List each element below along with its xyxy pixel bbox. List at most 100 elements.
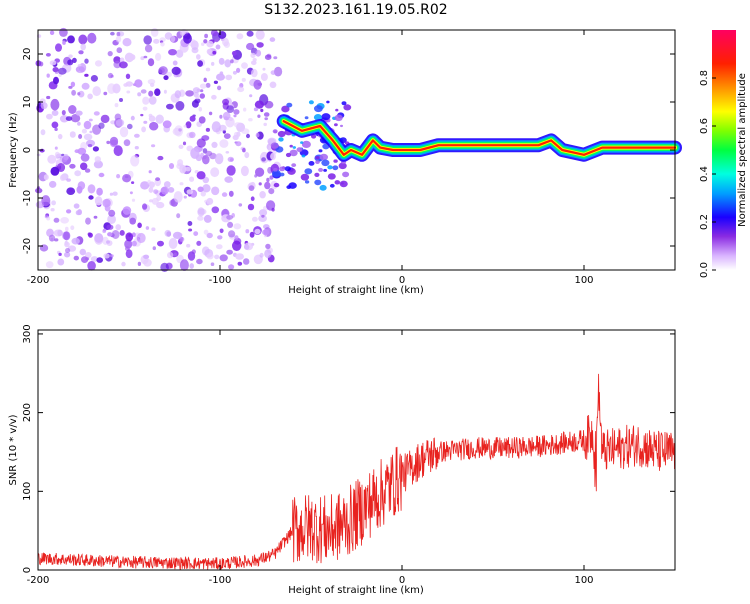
spectrogram-transition-blob [338, 162, 347, 170]
colorbar-gradient [712, 30, 736, 270]
snr-y-tick-label: 300 [22, 324, 33, 343]
spectrogram-noise-blob [121, 261, 126, 267]
spectrogram-noise-blob [68, 54, 73, 58]
spectrogram-noise-blob [213, 80, 218, 85]
spectrogram-noise-blob [202, 176, 210, 184]
spectrogram-noise-blob [256, 42, 264, 48]
spectrogram-y-ticks: -20 -10 0 10 20 [22, 48, 675, 254]
spectrogram-noise-blob [143, 258, 152, 267]
spectrogram-noise-blob [258, 214, 267, 222]
colorbar-tick-label: 0.0 [699, 262, 710, 278]
spectrogram-noise-blob [127, 123, 133, 130]
spectrogram-transition-blob [308, 100, 314, 105]
spectrogram-noise-blob [265, 243, 271, 249]
spectrogram-noise-blob [254, 228, 261, 235]
spectrogram-noise-blob [157, 155, 164, 161]
snr-x-tick-label: 100 [574, 575, 593, 586]
spectrogram-noise-blob [94, 60, 103, 67]
spectrogram-noise-blob [98, 122, 105, 129]
spectrogram-noise-blob [151, 227, 156, 231]
spectrogram-noise-blob [262, 229, 270, 236]
spectrogram-noise-blob [140, 89, 147, 94]
snr-y-tick-label: 100 [22, 482, 33, 501]
spectrogram-noise-blob [196, 258, 203, 265]
spectrogram-noise-blob [65, 116, 73, 121]
spectrogram-noise-blob [78, 90, 85, 98]
spectrogram-noise-blob [51, 110, 59, 116]
spectrogram-noise-blob [143, 35, 152, 45]
spectrogram-noise-blob [110, 31, 115, 36]
spectrogram-noise-blob [148, 96, 157, 105]
spectrogram-noise-blob [198, 107, 203, 112]
spectrogram-transition-blob [340, 124, 343, 128]
spectrogram-transition-blob [327, 173, 336, 180]
spectrogram-noise-blob [211, 61, 215, 66]
spectrogram-noise-blob [145, 226, 150, 230]
spectrogram-noise-blob [75, 66, 85, 74]
spectrogram-noise-blob [136, 232, 146, 244]
spectrogram-noise-blob [247, 203, 255, 211]
spectrogram-noise-blob [129, 191, 133, 195]
spectrogram-noise-blob [94, 233, 104, 243]
spectrogram-noise-blob [199, 83, 207, 89]
spectrogram-noise-blob [46, 95, 51, 100]
spectrogram-y-tick-label: -10 [22, 190, 33, 206]
spectrogram-noise-blob [269, 81, 277, 89]
spectrogram-noise-blob [173, 252, 177, 257]
spectrogram-noise-blob [54, 151, 60, 158]
spectrogram-noise-blob [143, 55, 148, 59]
spectrogram-noise-blob [41, 195, 51, 207]
spectrogram-noise-blob [148, 170, 152, 174]
spectrogram-noise-blob [261, 157, 266, 162]
spectrogram-noise-blob [155, 114, 164, 124]
spectrogram-noise-blob [113, 145, 123, 157]
spectrogram-noise-blob [170, 35, 176, 43]
spectrogram-noise-blob [147, 179, 152, 185]
spectrogram-noise-blob [179, 164, 187, 174]
spectrogram-noise-blob [141, 126, 147, 133]
spectrogram-noise-blob [74, 170, 82, 177]
spectrogram-noise-blob [119, 57, 125, 63]
spectrogram-noise-blob [144, 44, 153, 53]
spectrogram-noise-blob [87, 184, 96, 194]
spectrogram-transition-blob [289, 149, 298, 157]
spectrogram-noise-blob [211, 141, 218, 148]
spectrogram-transition-blob [333, 159, 338, 163]
spectrogram-noise-blob [133, 83, 137, 86]
spectrogram-noise-blob [211, 94, 217, 100]
spectrogram-transition-blob [314, 105, 323, 113]
spectrogram-noise-blob [214, 153, 224, 165]
spectrogram-noise-blob [240, 165, 249, 177]
spectrogram-noise-blob [93, 215, 98, 219]
spectrogram-noise-blob [149, 199, 153, 203]
spectrogram-noise-blob [206, 253, 214, 260]
spectrogram-x-ticks: -200 -100 0 100 [27, 30, 594, 286]
spectrogram-noise-blob [167, 251, 174, 259]
spectrogram-noise-blob [142, 96, 150, 105]
snr-y-tick-label: 0 [22, 567, 33, 573]
spectrogram-noise-blob [197, 215, 204, 221]
spectrogram-noise-blob [175, 101, 185, 111]
spectrogram-noise-blob [222, 111, 231, 121]
spectrogram-noise-blob [225, 151, 230, 154]
spectrogram-noise-blob [142, 203, 148, 210]
spectrogram-noise-blob [114, 103, 119, 108]
spectrogram-noise-blob [199, 93, 205, 99]
spectrogram-noise-blob [110, 254, 114, 258]
spectrogram-transition-blob [326, 100, 330, 104]
spectrogram-noise-blob [200, 191, 206, 197]
spectrogram-noise-blob [92, 146, 99, 152]
spectrogram-noise-blob [228, 190, 234, 197]
spectrogram-noise-blob [60, 217, 69, 224]
spectrogram-noise-blob [237, 86, 245, 93]
spectrogram-noise-blob [88, 118, 93, 122]
spectrogram-x-tick-label: -200 [27, 275, 50, 286]
spectrogram-noise-blob [75, 110, 83, 116]
spectrogram-noise-blob [172, 231, 183, 239]
spectrogram-noise-blob [243, 258, 250, 265]
spectrogram-noise-blob [266, 177, 270, 183]
spectrogram-noise-blob [186, 243, 191, 248]
spectrogram-noise-blob [228, 264, 235, 270]
